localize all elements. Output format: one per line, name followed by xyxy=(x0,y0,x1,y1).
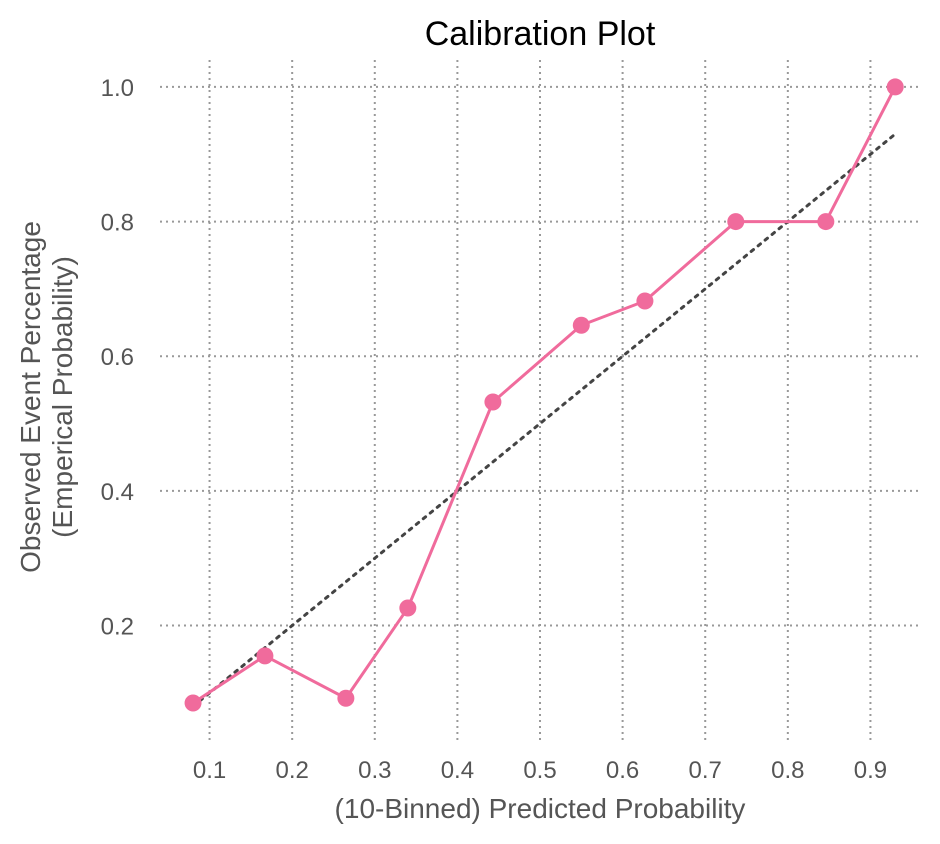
y-tick-label: 0.8 xyxy=(101,210,134,237)
calibration-point xyxy=(817,213,835,231)
y-axis-label-line1: Observed Event Percentage xyxy=(15,221,46,573)
y-tick-label: 0.4 xyxy=(101,479,134,506)
x-axis-label: (10-Binned) Predicted Probability xyxy=(335,793,746,824)
calibration-point xyxy=(484,393,502,411)
x-tick-label: 0.2 xyxy=(275,757,308,784)
x-tick-label: 0.1 xyxy=(193,757,226,784)
calibration-point xyxy=(636,292,654,310)
calibration-point xyxy=(184,694,202,712)
calibration-point xyxy=(727,213,745,231)
calibration-point xyxy=(256,647,274,665)
calibration-point xyxy=(886,78,904,96)
x-tick-label: 0.9 xyxy=(854,757,887,784)
tick-labels: 0.1 0.2 0.3 0.4 0.5 0.6 0.7 0.8 0.9 0.2 0.4 0.6 0.8 1… xyxy=(101,75,887,784)
x-tick-label: 0.5 xyxy=(523,757,556,784)
y-axis-label-line2: (Emperical Probability) xyxy=(47,256,78,538)
x-tick-label: 0.6 xyxy=(606,757,639,784)
chart-title: Calibration Plot xyxy=(425,15,656,53)
calibration-line xyxy=(192,86,897,705)
y-tick-label: 0.6 xyxy=(101,344,134,371)
calibration-point xyxy=(572,316,590,334)
x-tick-label: 0.4 xyxy=(441,757,474,784)
calibration-point xyxy=(399,599,417,617)
x-tick-label: 0.8 xyxy=(771,757,804,784)
x-tick-label: 0.3 xyxy=(358,757,391,784)
y-tick-label: 0.2 xyxy=(101,614,134,641)
reference-line xyxy=(191,132,897,708)
calibration-point xyxy=(337,689,355,707)
grid xyxy=(160,60,920,740)
x-tick-label: 0.7 xyxy=(689,757,722,784)
y-tick-label: 1.0 xyxy=(101,75,134,102)
plot-series xyxy=(184,78,904,712)
